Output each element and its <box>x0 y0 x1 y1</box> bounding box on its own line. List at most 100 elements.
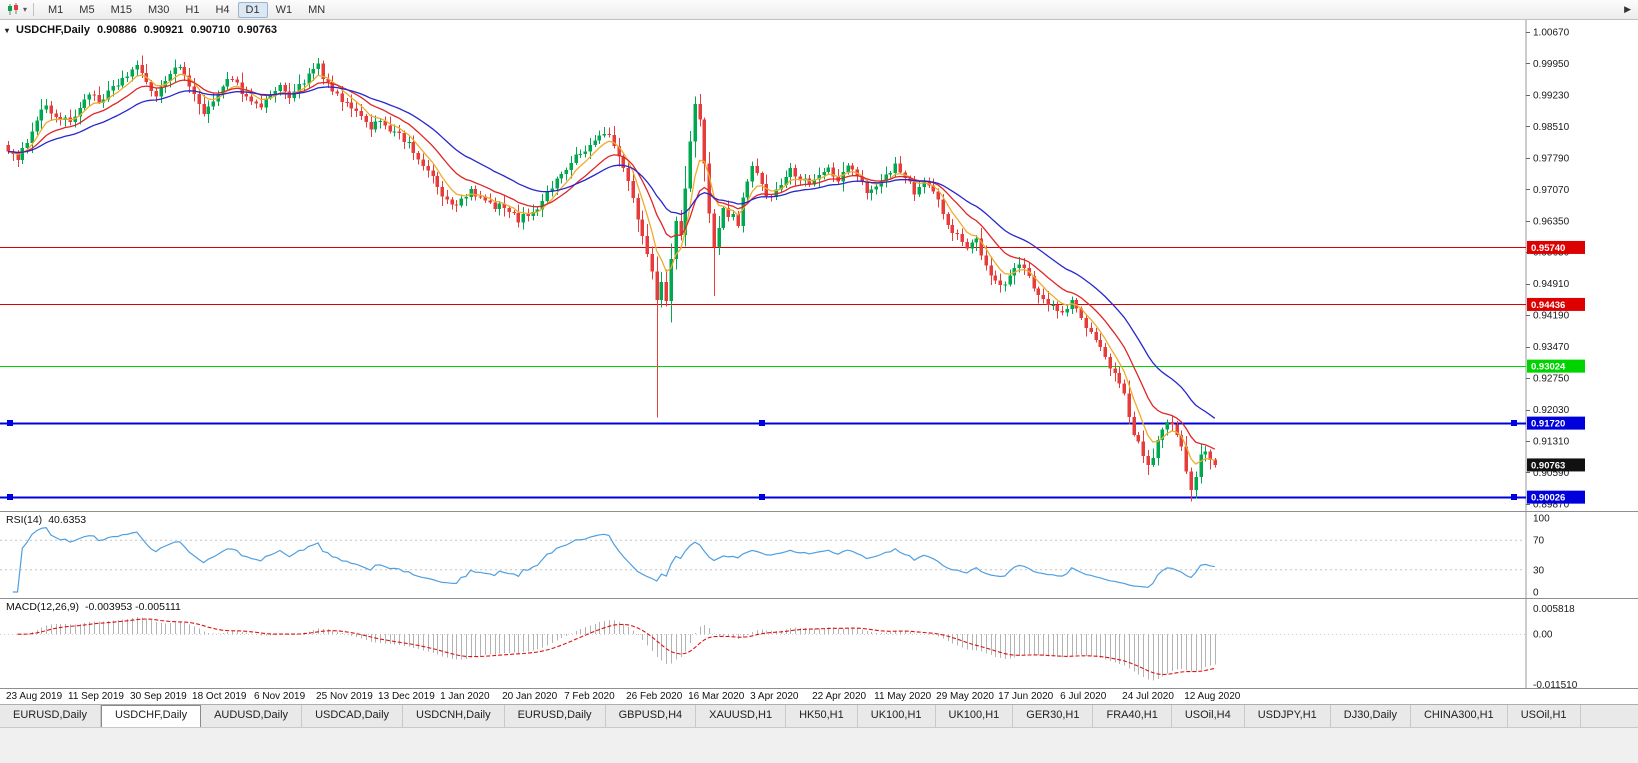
candlestick-chart[interactable]: 1.00670 0.99950 0.99230 0.98510 0.97790 0.970… <box>0 20 1638 511</box>
chart-tab-eurusd-daily[interactable]: EURUSD,Daily <box>504 705 606 727</box>
chart-tab-audusd-daily[interactable]: AUDUSD,Daily <box>201 705 303 727</box>
date-label: 6 Jul 2020 <box>1060 691 1107 702</box>
price-axis-label: 0.92750 <box>1533 374 1570 385</box>
chart-tab-usdcad-daily[interactable]: USDCAD,Daily <box>302 705 404 727</box>
charts-toolbar-icon[interactable] <box>6 3 21 16</box>
date-label: 12 Aug 2020 <box>1184 691 1241 702</box>
price-tag-0.95740 <box>1527 240 1585 254</box>
chart-tab-uk100-h1[interactable]: UK100,H1 <box>857 705 936 727</box>
chart-tab-china300-h1[interactable]: CHINA300,H1 <box>1410 705 1508 727</box>
timeframe-button-m30[interactable]: M30 <box>147 3 170 16</box>
last-price-tag <box>1527 458 1585 472</box>
price-axis-label: 0.90590 <box>1533 468 1570 479</box>
macd-signal-line <box>17 618 1215 676</box>
price-tag-0.94436 <box>1527 297 1585 311</box>
date-label: 6 Nov 2019 <box>254 691 306 702</box>
price-axis-label: 0.97070 <box>1533 185 1570 196</box>
macd-axis-label: 0.00 <box>1533 630 1553 641</box>
svg-text:0.90763: 0.90763 <box>1531 460 1565 471</box>
rsi-axis-label: 30 <box>1533 565 1545 576</box>
hline-handle <box>1511 494 1517 500</box>
svg-text:0.91720: 0.91720 <box>1531 419 1565 430</box>
chart-tab-hk50-h1[interactable]: HK50,H1 <box>786 705 858 727</box>
date-label: 22 Apr 2020 <box>812 691 867 702</box>
timeframe-button-h1[interactable]: H1 <box>185 3 200 16</box>
date-axis[interactable]: 23 Aug 2019 11 Sep 2019 30 Sep 2019 18 Oct … <box>0 688 1638 704</box>
date-label: 23 Aug 2019 <box>6 691 63 702</box>
chart-tab-dj30-daily[interactable]: DJ30,Daily <box>1330 705 1411 727</box>
price-axis-label: 0.93470 <box>1533 342 1570 353</box>
hline-handle <box>7 494 13 500</box>
hline-handle <box>1511 420 1517 426</box>
hline-handle <box>7 420 13 426</box>
date-label: 11 Sep 2019 <box>68 691 124 702</box>
timeframe-button-m15[interactable]: M15 <box>110 3 132 16</box>
rsi-axis-label: 0 <box>1533 588 1539 599</box>
timeframe-button-h4[interactable]: H4 <box>215 3 230 16</box>
hline-handle <box>759 494 765 500</box>
chart-tab-fra40-h1[interactable]: FRA40,H1 <box>1093 705 1172 727</box>
toolbar-overflow-icon[interactable]: ▶ <box>1624 4 1631 14</box>
rsi-chart[interactable]: 100 70 30 0 <box>0 512 1638 598</box>
price-axis-label: 0.98510 <box>1533 122 1570 133</box>
chart-tab-usoil-h1[interactable]: USOil,H1 <box>1507 705 1581 727</box>
timeframe-button-mn[interactable]: MN <box>308 3 326 16</box>
chart-tab-gbpusd-h4[interactable]: GBPUSD,H4 <box>605 705 697 727</box>
one-click-trading-toggle[interactable]: ▾ <box>5 25 10 35</box>
chart-tab-eurusd-daily[interactable]: EURUSD,Daily <box>0 705 101 727</box>
status-bar <box>0 727 1638 763</box>
horizontal-lines <box>0 246 1526 500</box>
svg-text:0.90026: 0.90026 <box>1531 493 1565 504</box>
timeframe-button-m1[interactable]: M1 <box>48 3 64 16</box>
svg-text:0.95740: 0.95740 <box>1531 243 1565 254</box>
macd-histogram <box>17 617 1217 681</box>
price-tag-0.90026 <box>1527 490 1585 504</box>
timeframe-button-d1[interactable]: D1 <box>237 1 268 18</box>
chart-tab-usoil-h4[interactable]: USOil,H4 <box>1171 705 1245 727</box>
main-chart-panel[interactable]: 1.00670 0.99950 0.99230 0.98510 0.97790 0.970… <box>0 20 1638 511</box>
price-axis-label: 0.99950 <box>1533 59 1570 70</box>
date-label: 3 Apr 2020 <box>750 691 799 702</box>
price-tag-0.93024 <box>1527 359 1585 373</box>
timeframe-button-w1[interactable]: W1 <box>275 3 293 16</box>
date-label: 26 Feb 2020 <box>626 691 683 702</box>
top-toolbar: ▾ M1 M5 M15 M30 H1 H4 D1 W1 MN ▶ <box>0 0 1638 20</box>
date-label: 16 Mar 2020 <box>688 691 745 702</box>
date-label: 18 Oct 2019 <box>192 691 247 702</box>
macd-axis-label: 0.005818 <box>1533 604 1575 615</box>
date-label: 11 May 2020 <box>874 691 932 702</box>
date-label: 25 Nov 2019 <box>316 691 373 702</box>
price-axis-label: 0.94910 <box>1533 279 1570 290</box>
timeframe-button-m5[interactable]: M5 <box>79 3 95 16</box>
macd-chart[interactable]: 0.005818 0.00 -0.011510 <box>0 599 1638 688</box>
candlestick-glyph <box>8 3 18 15</box>
date-label: 29 May 2020 <box>936 691 994 702</box>
chart-tab-usdchf-daily[interactable]: USDCHF,Daily <box>100 705 202 727</box>
date-label: 20 Jan 2020 <box>502 691 558 702</box>
date-label: 17 Jun 2020 <box>998 691 1054 702</box>
date-label: 13 Dec 2019 <box>378 691 435 702</box>
chart-tab-uk100-h1[interactable]: UK100,H1 <box>935 705 1014 727</box>
price-axis-label: 0.92030 <box>1533 405 1570 416</box>
svg-text:0.93024: 0.93024 <box>1531 362 1566 373</box>
chart-tab-usdcnh-daily[interactable]: USDCNH,Daily <box>403 705 505 727</box>
price-axis-label: 0.94190 <box>1533 311 1570 322</box>
price-axis-label: 0.96350 <box>1533 216 1570 227</box>
chart-tab-ger30-h1[interactable]: GER30,H1 <box>1013 705 1094 727</box>
rsi-panel[interactable]: 100 70 30 0 RSI(14) 40.6353 <box>0 511 1638 598</box>
chart-type-caret-icon[interactable]: ▾ <box>23 5 28 14</box>
price-axis-label: 0.97790 <box>1533 153 1570 164</box>
chart-tab-bar: EURUSD,Daily USDCHF,Daily AUDUSD,Daily USDC… <box>0 704 1638 727</box>
ma-slow-line <box>7 86 1216 419</box>
svg-text:0.94436: 0.94436 <box>1531 300 1565 311</box>
rsi-axis-label: 70 <box>1533 536 1545 547</box>
chart-tab-usdjpy-h1[interactable]: USDJPY,H1 <box>1244 705 1331 727</box>
chart-tab-xauusd-h1[interactable]: XAUUSD,H1 <box>696 705 787 727</box>
macd-axis-label: -0.011510 <box>1533 680 1578 688</box>
rsi-line <box>12 527 1215 593</box>
price-axis-label: 0.99230 <box>1533 90 1570 101</box>
rsi-axis-label: 100 <box>1533 514 1550 525</box>
date-label: 7 Feb 2020 <box>564 691 615 702</box>
macd-panel[interactable]: 0.005818 0.00 -0.011510 MACD(12,26,9) -0.0… <box>0 598 1638 688</box>
